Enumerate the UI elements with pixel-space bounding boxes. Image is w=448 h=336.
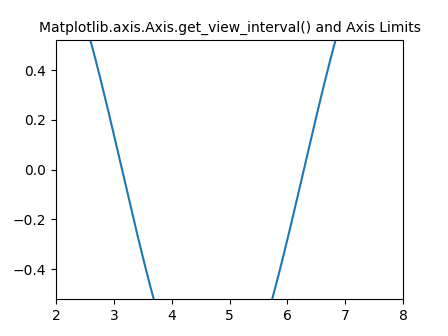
Title: Matplotlib.axis.Axis.get_view_interval() and Axis Limits: Matplotlib.axis.Axis.get_view_interval()…	[39, 21, 421, 35]
